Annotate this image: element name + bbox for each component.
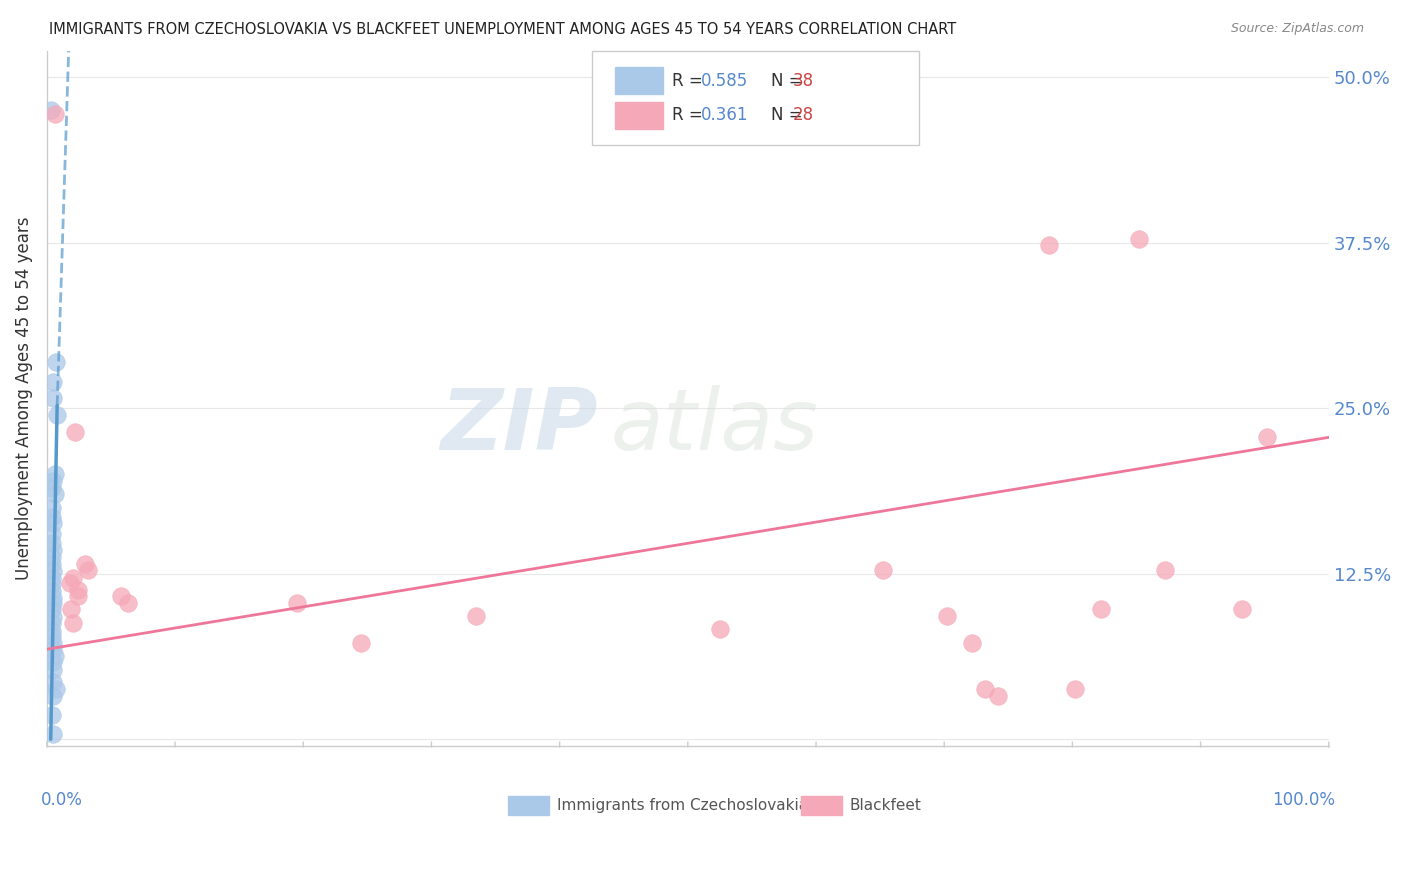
Point <box>42 656 65 670</box>
Point <box>41 602 63 616</box>
Point <box>42 635 65 649</box>
Point <box>41 615 63 630</box>
Point <box>110 589 132 603</box>
Point <box>77 563 100 577</box>
Text: atlas: atlas <box>612 384 818 467</box>
Point <box>39 103 62 118</box>
Point <box>42 391 65 405</box>
Point <box>285 596 308 610</box>
Point <box>41 500 63 515</box>
FancyBboxPatch shape <box>592 51 918 145</box>
Point <box>42 727 65 741</box>
Text: 0.0%: 0.0% <box>41 791 83 809</box>
Text: IMMIGRANTS FROM CZECHOSLOVAKIA VS BLACKFEET UNEMPLOYMENT AMONG AGES 45 TO 54 YEA: IMMIGRANTS FROM CZECHOSLOVAKIA VS BLACKF… <box>49 22 956 37</box>
Point <box>41 527 63 541</box>
Point <box>1230 602 1253 616</box>
Text: 38: 38 <box>793 71 814 89</box>
Text: 0.361: 0.361 <box>700 106 748 124</box>
Point <box>974 681 997 696</box>
Point <box>1038 238 1060 252</box>
Point <box>42 375 65 389</box>
FancyBboxPatch shape <box>800 796 842 815</box>
Point <box>62 571 84 585</box>
Point <box>962 635 984 649</box>
Point <box>66 589 89 603</box>
Point <box>42 516 65 531</box>
Point <box>75 558 97 572</box>
Point <box>41 577 63 591</box>
Point <box>59 576 82 591</box>
Point <box>66 582 89 597</box>
Point <box>42 542 65 557</box>
Point <box>41 571 63 585</box>
Point <box>935 609 957 624</box>
Point <box>42 675 65 690</box>
Point <box>42 596 65 610</box>
Text: 28: 28 <box>793 106 814 124</box>
Point <box>45 355 67 369</box>
Point <box>465 609 488 624</box>
Text: R =: R = <box>672 106 709 124</box>
Text: Immigrants from Czechoslovakia: Immigrants from Czechoslovakia <box>557 798 808 814</box>
Point <box>42 564 65 578</box>
Text: 100.0%: 100.0% <box>1272 791 1336 809</box>
FancyBboxPatch shape <box>509 796 550 815</box>
Point <box>41 509 63 524</box>
Point <box>42 591 65 605</box>
Point <box>1064 681 1087 696</box>
Point <box>872 563 894 577</box>
Text: N =: N = <box>770 106 808 124</box>
Text: Source: ZipAtlas.com: Source: ZipAtlas.com <box>1230 22 1364 36</box>
Point <box>1128 232 1150 246</box>
Point <box>44 648 66 663</box>
Text: R =: R = <box>672 71 709 89</box>
Point <box>41 624 63 638</box>
Point <box>41 549 63 564</box>
Point <box>41 629 63 643</box>
Point <box>42 642 65 657</box>
Point <box>42 664 65 678</box>
Text: Blackfeet: Blackfeet <box>849 798 921 814</box>
Point <box>41 708 63 723</box>
Point <box>44 487 66 501</box>
Y-axis label: Unemployment Among Ages 45 to 54 years: Unemployment Among Ages 45 to 54 years <box>15 217 32 580</box>
Point <box>117 596 139 610</box>
Point <box>1153 563 1175 577</box>
Point <box>42 610 65 624</box>
Point <box>63 425 86 439</box>
Point <box>42 474 65 488</box>
Point <box>45 681 67 696</box>
Point <box>44 107 66 121</box>
Point <box>41 481 63 495</box>
Point <box>41 558 63 572</box>
Point <box>60 602 83 616</box>
Point <box>350 635 373 649</box>
FancyBboxPatch shape <box>614 102 664 128</box>
Point <box>709 623 731 637</box>
Point <box>1256 430 1278 444</box>
Text: N =: N = <box>770 71 808 89</box>
Point <box>987 689 1010 703</box>
FancyBboxPatch shape <box>614 68 664 94</box>
Text: 0.585: 0.585 <box>700 71 748 89</box>
Point <box>41 583 63 598</box>
Point <box>46 408 69 422</box>
Text: ZIP: ZIP <box>440 384 598 467</box>
Point <box>42 689 65 703</box>
Point <box>62 615 84 630</box>
Point <box>44 467 66 482</box>
Point <box>1090 602 1112 616</box>
Point <box>41 536 63 550</box>
